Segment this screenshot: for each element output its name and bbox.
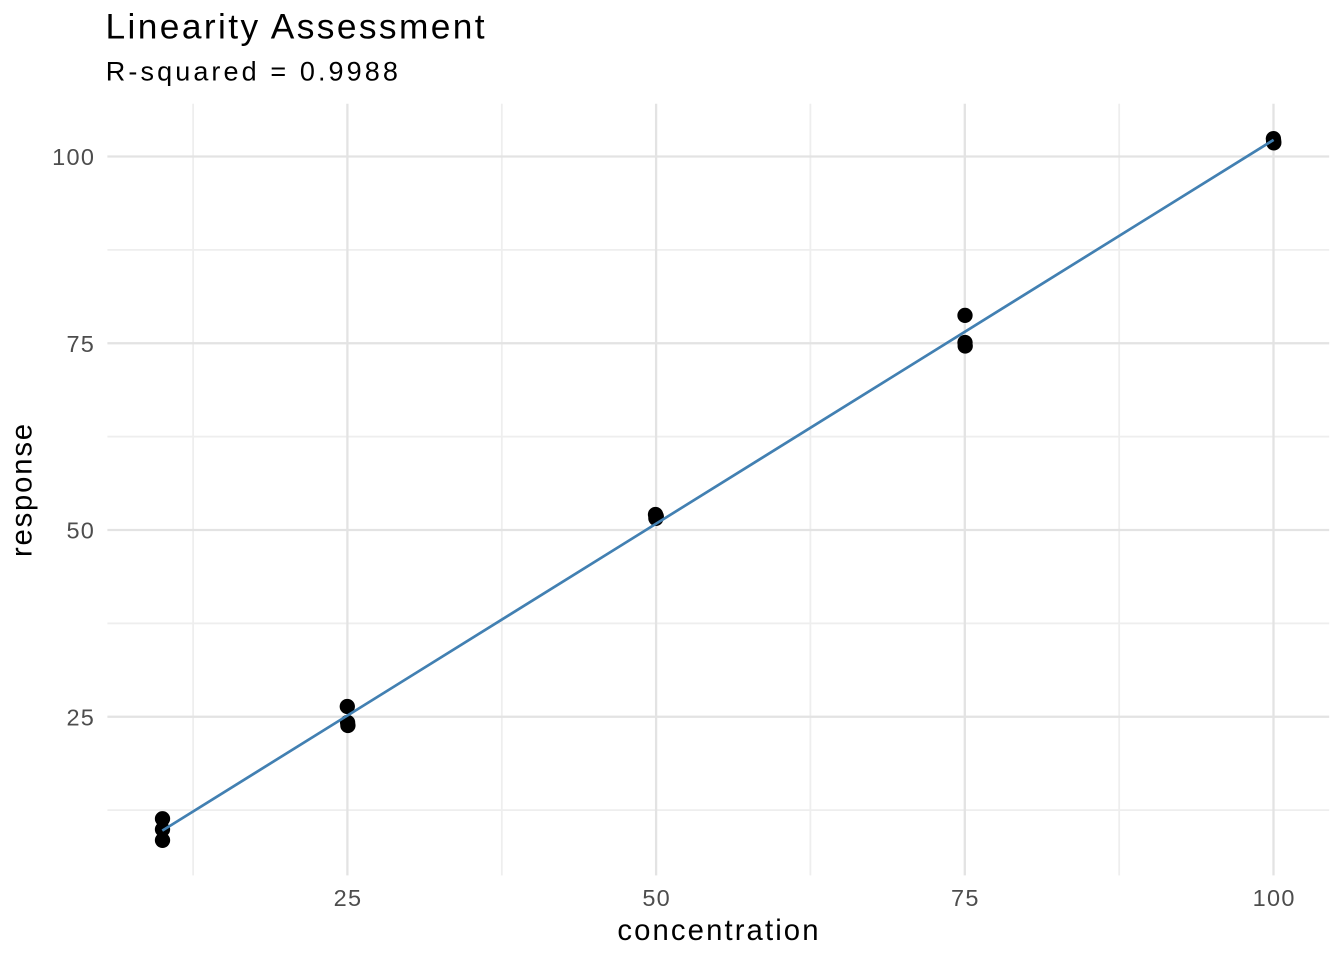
- svg-text:concentration: concentration: [617, 914, 820, 947]
- svg-text:50: 50: [66, 518, 95, 544]
- svg-text:25: 25: [66, 704, 95, 730]
- svg-text:25: 25: [334, 885, 363, 911]
- svg-text:50: 50: [642, 885, 671, 911]
- svg-text:75: 75: [951, 885, 980, 911]
- svg-text:100: 100: [1253, 885, 1296, 911]
- svg-text:Linearity Assessment: Linearity Assessment: [106, 8, 488, 47]
- svg-text:75: 75: [66, 331, 95, 357]
- svg-text:response: response: [6, 422, 39, 557]
- svg-text:100: 100: [52, 144, 95, 170]
- svg-text:R-squared = 0.9988: R-squared = 0.9988: [106, 56, 401, 86]
